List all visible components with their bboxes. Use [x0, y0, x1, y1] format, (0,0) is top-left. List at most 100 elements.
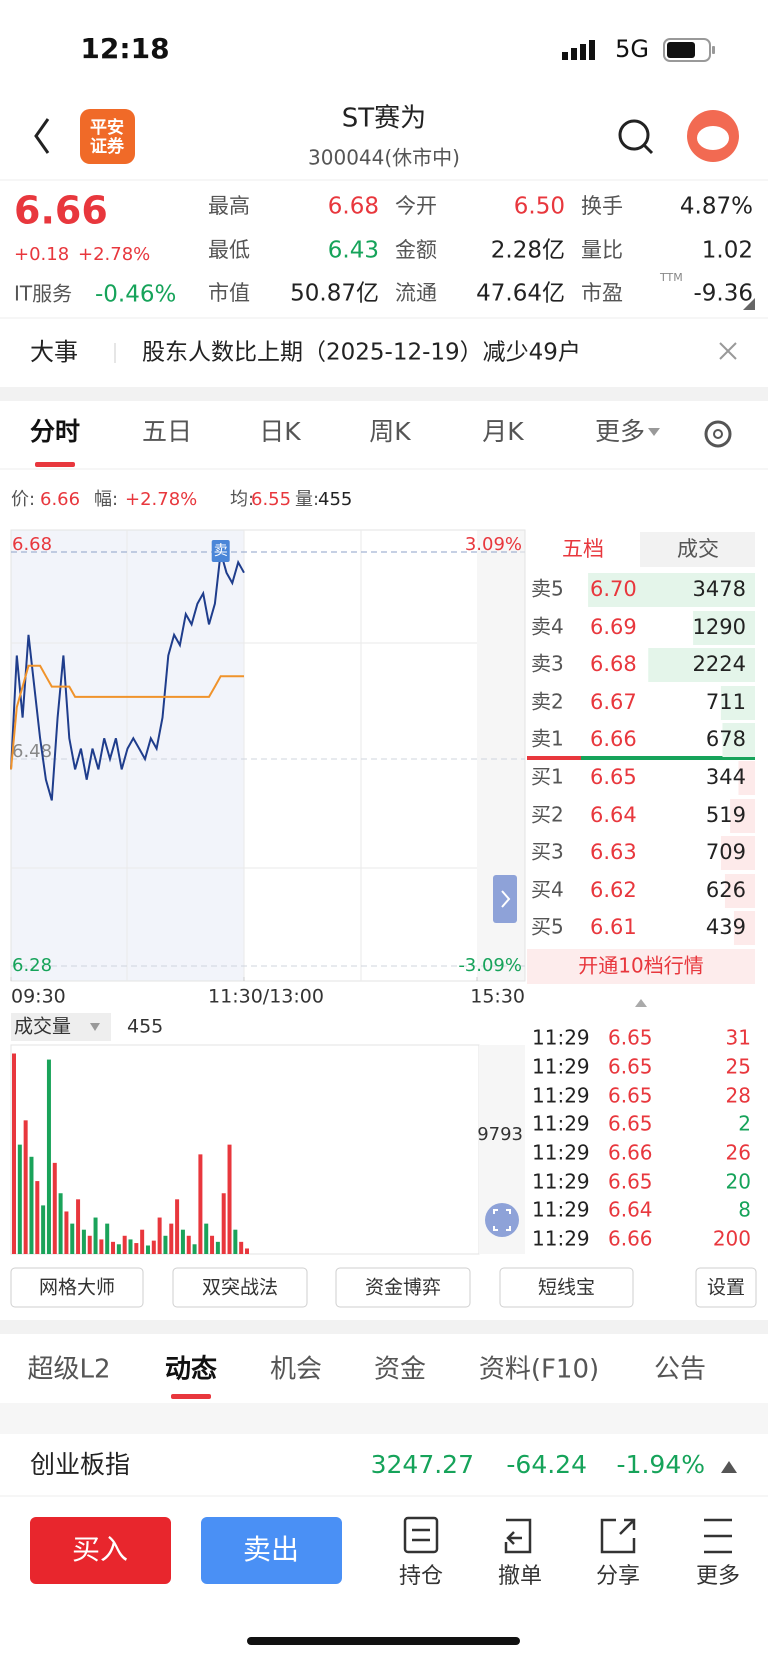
- tool-button[interactable]: [499, 1267, 634, 1308]
- content-tab[interactable]: 公告: [654, 1355, 706, 1385]
- sector-change: -0.46%: [95, 282, 176, 308]
- buy-label[interactable]: 买入: [72, 1533, 128, 1566]
- trade-time: 11:29: [532, 1112, 590, 1136]
- volume-tick-label: 9793: [477, 1124, 523, 1145]
- trade-volume: 26: [726, 1141, 751, 1165]
- sell-button[interactable]: [201, 1517, 342, 1584]
- trade-volume: 8: [738, 1198, 751, 1222]
- book-divider-ask: [527, 756, 581, 760]
- stat-label: 换手: [581, 194, 623, 218]
- volume-bar: [76, 1199, 81, 1254]
- logo[interactable]: [80, 109, 135, 164]
- expand-panel-button[interactable]: [493, 875, 517, 923]
- menu-label[interactable]: 撤单: [498, 1564, 542, 1589]
- stat-value: 50.87亿: [290, 281, 379, 307]
- content-tab[interactable]: 资金: [374, 1355, 426, 1385]
- chevron: [501, 890, 511, 908]
- x-tick-label: 15:30: [470, 986, 525, 1008]
- book-tab[interactable]: 五档: [562, 537, 604, 561]
- sell-label[interactable]: 卖出: [243, 1533, 299, 1566]
- stat-label: 最低: [208, 238, 250, 262]
- menu-label[interactable]: 持仓: [399, 1564, 443, 1589]
- gap: [0, 387, 768, 401]
- content-tab[interactable]: 机会: [270, 1355, 322, 1385]
- upgrade-text[interactable]: 开通10档行情: [578, 954, 703, 978]
- chart-tab[interactable]: 日K: [259, 417, 301, 446]
- stat-label: 量比: [581, 238, 623, 262]
- depth-bar: [724, 874, 755, 908]
- chart-tab[interactable]: 更多: [595, 417, 645, 446]
- logo-text: 证券: [90, 136, 125, 157]
- chart-tab[interactable]: 分时: [30, 417, 80, 446]
- book-label: 买3: [531, 840, 564, 864]
- home-indicator: [247, 1637, 520, 1645]
- back-button[interactable]: [34, 118, 50, 154]
- stat-value: 47.64亿: [476, 281, 565, 307]
- index-value: 3247.27: [371, 1450, 474, 1479]
- content-tab[interactable]: 超级L2: [27, 1355, 110, 1385]
- news-text[interactable]: 股东人数比上期（2025-12-19）减少49户: [142, 340, 581, 366]
- tool-button[interactable]: [10, 1267, 144, 1308]
- volume-bar: [35, 1181, 40, 1254]
- volume-bar: [245, 1248, 249, 1254]
- chart-tab[interactable]: 月K: [482, 417, 524, 446]
- buy-button[interactable]: [30, 1517, 171, 1584]
- chart-tab[interactable]: 五日: [142, 417, 192, 446]
- book-price: 6.65: [590, 765, 637, 789]
- depth-bar: [722, 723, 755, 757]
- volume-bar: [122, 1235, 127, 1254]
- x-tick-label: 11:30/13:00: [208, 986, 324, 1008]
- trade-time: 11:29: [532, 1227, 590, 1251]
- avatar-face: [697, 126, 729, 150]
- tool-label[interactable]: 设置: [707, 1277, 745, 1299]
- tab-bg: [640, 532, 755, 567]
- search-button[interactable]: [618, 119, 650, 151]
- pe-note: TTM: [659, 271, 683, 284]
- menu-label[interactable]: 更多: [696, 1564, 740, 1589]
- tool-button[interactable]: [335, 1267, 471, 1308]
- chart-grid: [11, 530, 477, 981]
- depth-bar: [720, 686, 755, 720]
- menu-label[interactable]: 分享: [596, 1564, 640, 1589]
- depth-bar: [693, 611, 755, 645]
- volume-bar: [70, 1223, 75, 1254]
- tool-button[interactable]: [695, 1267, 757, 1308]
- stat-label: 市值: [208, 281, 250, 305]
- volume-bar: [239, 1241, 244, 1254]
- settings-button[interactable]: [704, 420, 732, 448]
- chart-tab[interactable]: 周K: [369, 417, 411, 446]
- volume-current: 455: [127, 1016, 163, 1038]
- tool-label[interactable]: 短线宝: [538, 1277, 595, 1299]
- book-tab[interactable]: 成交: [677, 537, 719, 561]
- info-label: 量:: [295, 489, 319, 510]
- fullscreen-button[interactable]: [485, 1203, 519, 1237]
- y2-tick-label: 3.09%: [465, 534, 522, 555]
- tool-button[interactable]: [172, 1267, 308, 1308]
- price-change: +0.18: [14, 244, 69, 265]
- volume-bar: [180, 1229, 185, 1254]
- tool-label[interactable]: 双突战法: [202, 1277, 278, 1299]
- content-tab[interactable]: 动态: [165, 1354, 217, 1385]
- tool-label[interactable]: 资金博弈: [365, 1277, 441, 1299]
- price-change-pct: +2.78%: [78, 244, 150, 265]
- book-volume: 344: [706, 765, 746, 789]
- index-arrow[interactable]: [721, 1461, 737, 1473]
- clock: 12:18: [80, 32, 169, 65]
- tool-label[interactable]: 网格大师: [39, 1277, 115, 1299]
- network: 5G: [615, 35, 649, 63]
- volume-bar: [99, 1239, 104, 1254]
- upgrade-bg[interactable]: [527, 949, 755, 984]
- content-tab[interactable]: 资料(F10): [479, 1355, 599, 1385]
- index-change: -64.24: [506, 1450, 587, 1479]
- trade-time: 11:29: [532, 1026, 590, 1050]
- book-volume: 626: [706, 878, 746, 902]
- x-tick-label: 09:30: [11, 986, 66, 1008]
- trade-time: 11:29: [532, 1170, 590, 1194]
- volume-bar: [163, 1235, 168, 1254]
- volume-bar: [192, 1244, 197, 1254]
- trade-time: 11:29: [532, 1141, 590, 1165]
- trade-marker-text: 卖: [214, 543, 228, 559]
- close-button[interactable]: [719, 342, 737, 360]
- last-price: 6.66: [14, 189, 108, 233]
- trade-price: 6.66: [608, 1227, 653, 1251]
